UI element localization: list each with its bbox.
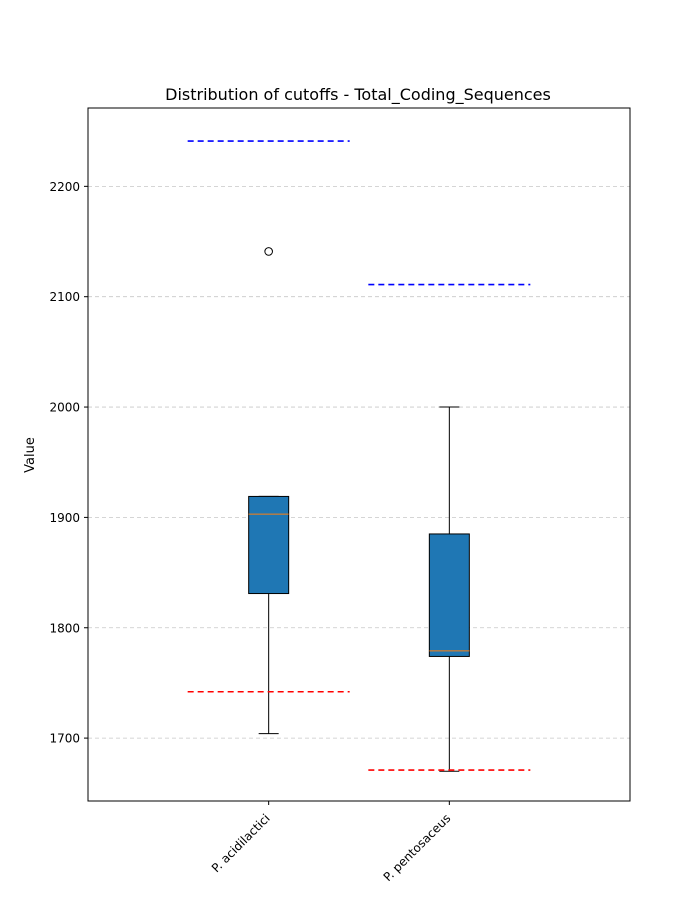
x-tick-label: P. pentosaceus xyxy=(381,811,454,884)
y-axis-label: Value xyxy=(23,437,38,473)
chart-title: Distribution of cutoffs - Total_Coding_S… xyxy=(165,85,551,105)
y-tick-label: 2000 xyxy=(49,401,80,415)
boxes xyxy=(248,247,470,772)
box-group xyxy=(428,406,470,772)
iqr-box xyxy=(248,495,290,595)
x-tick-label: P. acidilactici xyxy=(209,811,273,875)
iqr-box xyxy=(428,533,470,657)
plot-frame xyxy=(87,107,631,802)
box-group xyxy=(248,247,290,735)
y-tick-label: 1800 xyxy=(49,621,80,635)
y-tick-label: 2100 xyxy=(49,290,80,304)
grid-lines xyxy=(88,185,630,739)
y-tick-label: 2200 xyxy=(49,180,80,194)
x-axis-ticks: P. acidilactici P. pentosaceus xyxy=(209,801,454,884)
cutoff-lines xyxy=(187,140,531,771)
outlier-point xyxy=(264,247,273,256)
y-tick-label: 1900 xyxy=(49,511,80,525)
y-tick-label: 1700 xyxy=(49,732,80,746)
y-axis-ticks: 1700 1800 1900 2000 2100 2200 xyxy=(49,180,88,746)
